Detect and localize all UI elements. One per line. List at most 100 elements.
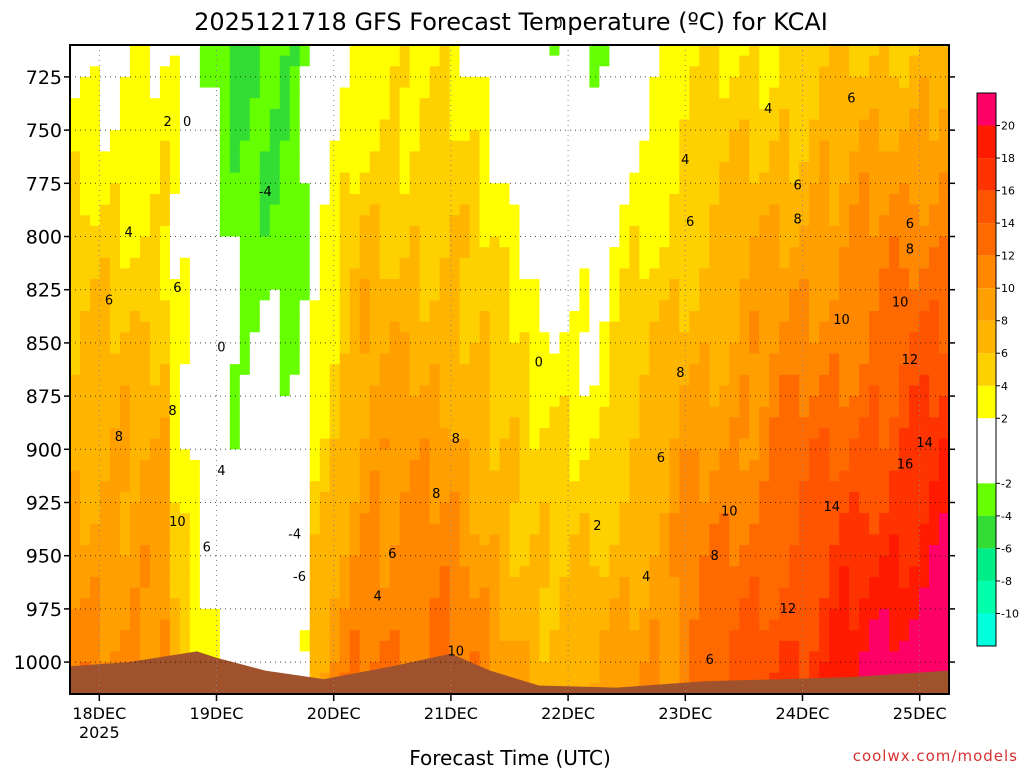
temperature-cell bbox=[549, 428, 561, 440]
temperature-cell bbox=[679, 449, 690, 461]
temperature-cell bbox=[759, 385, 770, 397]
temperature-cell bbox=[379, 374, 391, 387]
temperature-cell bbox=[379, 470, 391, 482]
temperature-cell bbox=[109, 66, 121, 78]
temperature-cell bbox=[189, 364, 201, 376]
temperature-cell bbox=[489, 491, 501, 504]
temperature-cell bbox=[539, 55, 551, 67]
temperature-cell bbox=[569, 45, 581, 57]
temperature-cell bbox=[299, 66, 311, 78]
temperature-cell bbox=[809, 428, 820, 440]
temperature-cell bbox=[219, 247, 231, 259]
temperature-cell bbox=[70, 45, 81, 57]
temperature-cell bbox=[319, 651, 331, 663]
temperature-cell bbox=[709, 204, 720, 216]
temperature-cell bbox=[449, 289, 461, 301]
temperature-cell bbox=[479, 225, 491, 238]
temperature-cell bbox=[789, 364, 800, 376]
temperature-cell bbox=[869, 470, 880, 482]
temperature-cell bbox=[539, 236, 551, 248]
temperature-cell bbox=[149, 534, 161, 546]
temperature-cell bbox=[759, 130, 770, 142]
temperature-cell bbox=[129, 247, 141, 259]
temperature-cell bbox=[459, 87, 471, 99]
temperature-cell bbox=[559, 459, 571, 472]
temperature-cell bbox=[479, 300, 491, 312]
temperature-cell bbox=[699, 417, 710, 429]
temperature-cell bbox=[879, 545, 890, 557]
temperature-cell bbox=[239, 108, 251, 121]
temperature-cell bbox=[159, 300, 171, 312]
temperature-cell bbox=[369, 470, 381, 482]
temperature-cell bbox=[389, 172, 401, 184]
temperature-cell bbox=[439, 87, 451, 99]
temperature-cell bbox=[409, 651, 421, 663]
temperature-cell bbox=[719, 555, 730, 567]
temperature-cell bbox=[629, 98, 640, 110]
temperature-cell bbox=[699, 321, 710, 333]
temperature-cell bbox=[649, 183, 660, 195]
temperature-cell bbox=[439, 247, 451, 259]
temperature-cell bbox=[549, 332, 561, 344]
temperature-cell bbox=[619, 534, 630, 546]
temperature-cell bbox=[169, 364, 181, 376]
temperature-cell bbox=[149, 619, 161, 631]
temperature-cell bbox=[169, 342, 181, 355]
temperature-cell bbox=[359, 87, 371, 99]
temperature-cell bbox=[729, 321, 740, 333]
temperature-cell bbox=[679, 587, 690, 599]
temperature-cell bbox=[679, 172, 690, 184]
temperature-cell bbox=[579, 45, 591, 57]
temperature-cell bbox=[309, 396, 321, 408]
temperature-cell bbox=[299, 321, 311, 333]
temperature-cell bbox=[479, 630, 491, 642]
temperature-cell bbox=[79, 87, 91, 99]
temperature-cell bbox=[629, 438, 640, 450]
temperature-cell bbox=[79, 119, 91, 131]
temperature-cell bbox=[839, 630, 850, 642]
temperature-cell bbox=[659, 662, 670, 674]
temperature-cell bbox=[309, 236, 321, 248]
temperature-cell bbox=[379, 459, 391, 472]
temperature-cell bbox=[769, 183, 780, 195]
temperature-cell bbox=[339, 76, 351, 89]
temperature-cell bbox=[379, 55, 391, 67]
temperature-cell bbox=[539, 98, 551, 110]
temperature-cell bbox=[239, 268, 251, 280]
temperature-cell bbox=[159, 257, 171, 270]
temperature-cell bbox=[839, 279, 850, 291]
plot-area: 2 04668810640-4-4-68864100024668810121416… bbox=[14, 17, 1019, 742]
temperature-cell bbox=[829, 396, 840, 408]
temperature-cell bbox=[399, 310, 411, 323]
temperature-cell bbox=[309, 332, 321, 344]
temperature-cell bbox=[249, 374, 261, 387]
temperature-cell bbox=[149, 449, 161, 461]
temperature-cell bbox=[519, 481, 531, 493]
temperature-cell bbox=[379, 406, 391, 418]
temperature-cell bbox=[769, 247, 780, 259]
temperature-cell bbox=[669, 183, 680, 195]
temperature-cell bbox=[209, 566, 221, 578]
temperature-cell bbox=[509, 438, 521, 450]
temperature-cell bbox=[189, 353, 201, 365]
temperature-cell bbox=[589, 310, 600, 323]
temperature-cell bbox=[399, 76, 411, 89]
temperature-cell bbox=[599, 396, 610, 408]
temperature-cell bbox=[549, 449, 561, 461]
temperature-cell bbox=[489, 428, 501, 440]
temperature-cell bbox=[369, 247, 381, 259]
temperature-cell bbox=[629, 151, 640, 163]
temperature-cell bbox=[279, 193, 291, 206]
temperature-cell bbox=[70, 438, 81, 450]
temperature-cell bbox=[719, 289, 730, 301]
temperature-cell bbox=[599, 630, 610, 642]
temperature-cell bbox=[569, 257, 581, 270]
temperature-cell bbox=[569, 332, 581, 344]
temperature-cell bbox=[829, 428, 840, 440]
temperature-cell bbox=[609, 119, 620, 131]
temperature-cell bbox=[119, 353, 131, 365]
temperature-cell bbox=[419, 193, 431, 206]
temperature-cell bbox=[369, 428, 381, 440]
temperature-cell bbox=[639, 204, 650, 216]
temperature-cell bbox=[339, 45, 351, 57]
